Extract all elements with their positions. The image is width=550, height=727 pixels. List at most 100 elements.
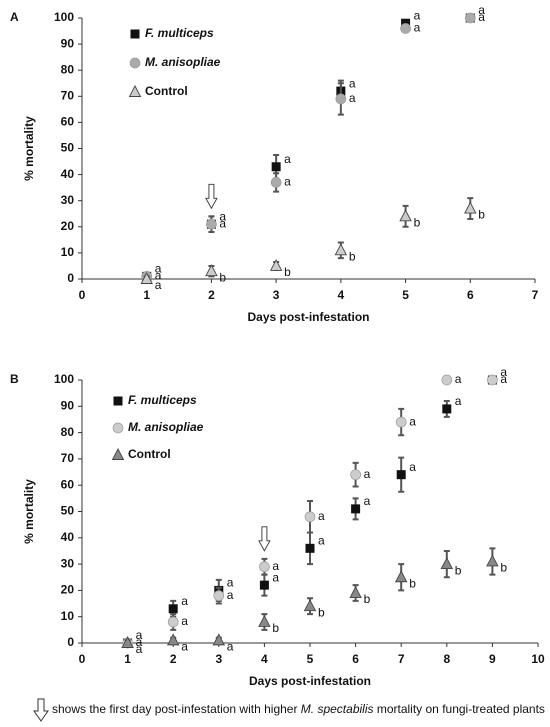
x-axis-title: Days post-infestation — [247, 310, 369, 324]
footnote-part: shows the first day post-infestation wit… — [52, 702, 301, 716]
marker — [440, 557, 454, 570]
y-tick-label: 30 — [61, 556, 75, 570]
significance-letter: a — [364, 467, 371, 481]
x-tick-label: 8 — [443, 652, 450, 666]
marker — [305, 543, 315, 553]
y-tick-label: 50 — [61, 141, 75, 155]
y-tick-label: 80 — [61, 62, 75, 76]
y-axis-title: % mortality — [22, 116, 36, 181]
marker — [269, 258, 283, 271]
x-tick-label: 4 — [338, 288, 345, 302]
marker — [206, 218, 217, 230]
legend-label: Control — [145, 84, 188, 98]
x-tick-label: 9 — [489, 652, 496, 666]
legend-label: Control — [128, 447, 171, 461]
significance-letter: a — [409, 460, 416, 474]
y-tick-label: 40 — [61, 530, 75, 544]
marker — [394, 570, 408, 583]
significance-letter: a — [500, 372, 507, 386]
significance-letter: a — [155, 278, 162, 292]
significance-letter: a — [136, 642, 143, 656]
x-tick-label: 6 — [467, 288, 474, 302]
significance-letter: a — [272, 559, 279, 573]
marker — [487, 374, 498, 386]
significance-letter: a — [349, 76, 356, 90]
significance-letter: a — [500, 365, 507, 379]
significance-letter: a — [272, 570, 279, 584]
legend-marker — [129, 57, 141, 69]
legend-label: F. multiceps — [128, 393, 197, 407]
x-tick-label: 0 — [79, 652, 86, 666]
marker — [399, 209, 412, 222]
y-tick-label: 20 — [61, 219, 75, 233]
marker — [349, 586, 362, 598]
marker — [258, 614, 271, 627]
significance-letter: a — [318, 509, 325, 523]
legend-label: M. anisopliae — [128, 420, 204, 434]
significance-letter: b — [414, 216, 421, 230]
legend-marker — [128, 85, 142, 97]
significance-letter: b — [284, 265, 291, 279]
y-tick-label: 90 — [61, 36, 75, 50]
marker — [335, 93, 347, 105]
y-tick-label: 30 — [61, 193, 75, 207]
significance-letter: a — [409, 414, 416, 428]
legend-label: F. multiceps — [145, 26, 214, 40]
significance-letter: a — [155, 262, 162, 276]
arrow-marker — [205, 183, 218, 210]
significance-letter: a — [136, 628, 143, 642]
x-tick-label: 10 — [531, 652, 545, 666]
y-tick-label: 60 — [61, 477, 75, 491]
significance-letter: b — [349, 249, 356, 263]
x-tick-label: 5 — [402, 288, 409, 302]
x-axis-title: Days post-infestation — [249, 674, 371, 688]
y-tick-label: 20 — [61, 583, 75, 597]
arrow-marker — [258, 526, 271, 552]
marker — [395, 416, 407, 428]
y-tick-label: 10 — [61, 609, 75, 623]
legend-marker — [111, 448, 125, 460]
significance-letter: a — [181, 614, 188, 628]
x-tick-label: 7 — [398, 652, 405, 666]
x-tick-label: 4 — [261, 652, 268, 666]
marker — [396, 470, 406, 480]
x-tick-label: 6 — [352, 652, 359, 666]
marker — [121, 636, 134, 648]
marker — [442, 404, 452, 414]
panel-label: A — [10, 10, 19, 24]
significance-letter: a — [227, 588, 234, 602]
x-tick-label: 1 — [143, 288, 150, 302]
marker — [166, 633, 180, 646]
y-axis-title: % mortality — [22, 479, 36, 544]
y-tick-label: 0 — [67, 635, 74, 649]
footnote-arrow — [33, 698, 49, 722]
y-tick-label: 100 — [54, 10, 74, 24]
marker — [259, 580, 269, 590]
significance-letter: a — [219, 216, 226, 230]
significance-letter: b — [500, 561, 507, 575]
marker — [270, 177, 282, 188]
significance-letter: b — [409, 576, 416, 590]
marker — [213, 590, 225, 602]
marker — [271, 162, 281, 172]
significance-letter: a — [455, 394, 462, 408]
significance-letter: a — [284, 175, 291, 189]
marker — [334, 243, 348, 256]
y-tick-label: 40 — [61, 167, 75, 181]
x-tick-label: 3 — [273, 288, 280, 302]
marker — [167, 616, 179, 628]
significance-letter: b — [364, 592, 371, 606]
marker — [168, 604, 178, 614]
legend-label: M. anisopliae — [145, 55, 221, 69]
marker — [304, 511, 316, 523]
x-tick-label: 0 — [79, 288, 86, 302]
marker — [464, 201, 477, 214]
marker — [400, 23, 411, 34]
x-tick-label: 2 — [208, 288, 215, 302]
footnote-part: mortality on fungi-treated plants — [374, 702, 545, 716]
footnote-part: M. spectabilis — [301, 702, 374, 716]
significance-letter: a — [318, 533, 325, 547]
significance-letter: b — [478, 208, 485, 222]
marker — [351, 504, 361, 514]
